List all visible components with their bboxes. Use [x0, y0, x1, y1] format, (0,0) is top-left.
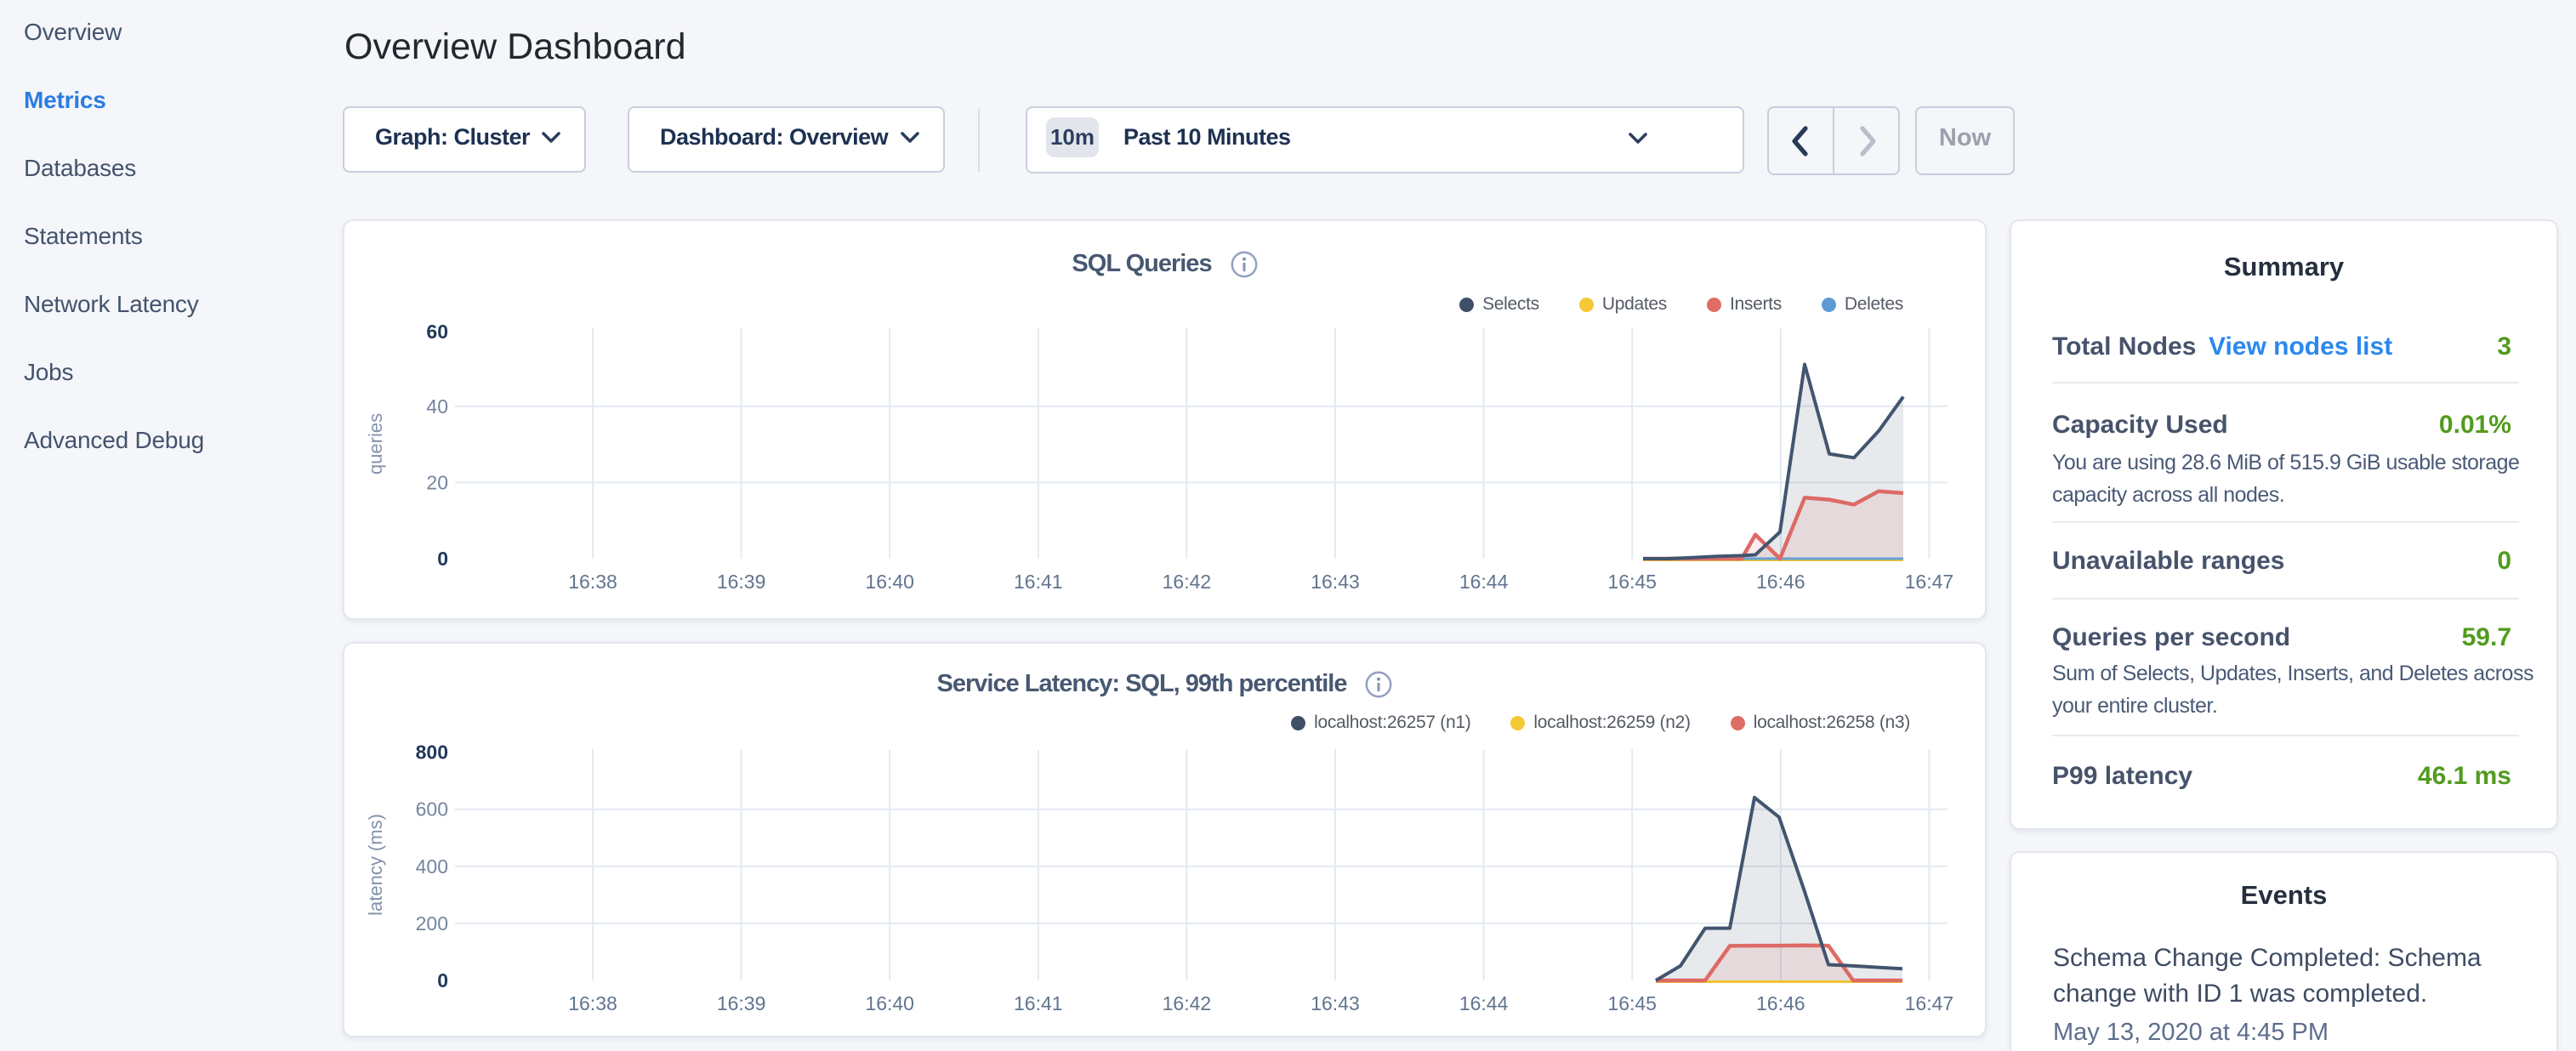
svg-text:16:41: 16:41 [1014, 571, 1063, 593]
svg-text:16:44: 16:44 [1459, 571, 1509, 593]
svg-text:16:46: 16:46 [1756, 571, 1805, 593]
svg-text:0: 0 [437, 969, 448, 991]
svg-text:16:42: 16:42 [1163, 571, 1212, 593]
svg-text:16:43: 16:43 [1311, 992, 1360, 1014]
svg-text:latency (ms): latency (ms) [365, 814, 386, 916]
svg-text:queries: queries [365, 413, 386, 474]
svg-text:800: 800 [416, 741, 448, 764]
svg-text:16:38: 16:38 [568, 992, 617, 1014]
svg-text:40: 40 [426, 395, 448, 418]
svg-text:16:39: 16:39 [717, 571, 766, 593]
svg-text:200: 200 [416, 912, 448, 935]
svg-text:16:41: 16:41 [1014, 992, 1063, 1014]
svg-text:16:42: 16:42 [1163, 992, 1212, 1014]
svg-text:16:44: 16:44 [1459, 992, 1509, 1014]
svg-text:400: 400 [416, 855, 448, 878]
svg-text:16:40: 16:40 [865, 992, 914, 1014]
svg-text:16:40: 16:40 [865, 571, 914, 593]
svg-text:16:39: 16:39 [717, 992, 766, 1014]
svg-text:16:43: 16:43 [1311, 571, 1360, 593]
svg-text:600: 600 [416, 798, 448, 821]
svg-text:20: 20 [426, 471, 448, 493]
svg-text:16:45: 16:45 [1607, 571, 1657, 593]
svg-text:16:45: 16:45 [1607, 992, 1657, 1014]
svg-text:16:38: 16:38 [568, 571, 617, 593]
svg-text:16:47: 16:47 [1905, 571, 1954, 593]
svg-text:0: 0 [437, 548, 448, 570]
svg-text:60: 60 [426, 321, 448, 343]
svg-text:16:47: 16:47 [1905, 992, 1954, 1014]
svg-text:16:46: 16:46 [1756, 992, 1805, 1014]
